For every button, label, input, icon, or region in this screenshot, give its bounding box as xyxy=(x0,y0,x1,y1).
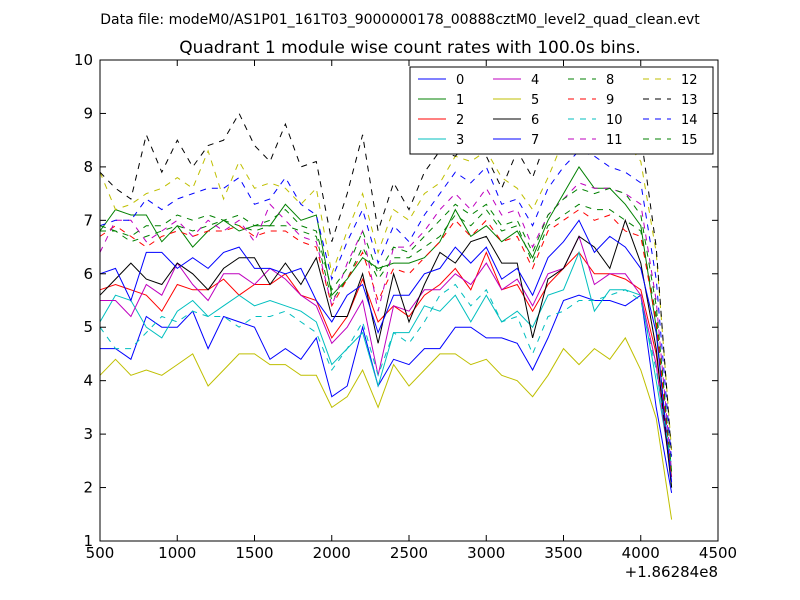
x-tick-label: 3500 xyxy=(544,544,582,562)
x-tick-label: 2500 xyxy=(390,544,428,562)
legend-label-10: 10 xyxy=(606,113,623,128)
x-tick-label: 4000 xyxy=(622,544,660,562)
y-tick-label: 5 xyxy=(83,318,93,336)
series-line-6 xyxy=(99,218,673,488)
legend-label-0: 0 xyxy=(456,73,464,88)
x-axis-offset-label: +1.86284e8 xyxy=(625,563,718,581)
y-tick-label: 8 xyxy=(83,158,93,176)
legend-label-13: 13 xyxy=(681,93,698,108)
series-line-15 xyxy=(99,187,673,472)
x-tick-label: 500 xyxy=(86,544,115,562)
series-line-8 xyxy=(100,203,673,477)
legend-label-15: 15 xyxy=(681,133,698,148)
legend-label-14: 14 xyxy=(681,113,698,128)
legend-label-9: 9 xyxy=(606,93,614,108)
data-file-label: Data file: modeM0/AS1P01_161T03_90000001… xyxy=(100,12,700,28)
y-tick-label: 3 xyxy=(83,425,93,443)
y-tick-label: 10 xyxy=(74,51,93,69)
series-line-3 xyxy=(99,250,673,472)
x-tick-label: 1500 xyxy=(235,544,273,562)
series-line-12 xyxy=(99,134,673,451)
legend-frame xyxy=(409,66,714,155)
y-tick-label: 4 xyxy=(83,372,93,390)
legend-label-6: 6 xyxy=(531,113,539,128)
y-tick-label: 9 xyxy=(83,104,93,122)
legend-label-2: 2 xyxy=(456,113,464,128)
axes-layer: 500 1000 1500 2000 2500 3000 3500 4000 450012345… xyxy=(74,51,737,562)
legend-label-8: 8 xyxy=(606,73,614,88)
series-line-1 xyxy=(99,165,673,488)
series-line-5 xyxy=(99,336,673,520)
legend-label-1: 1 xyxy=(456,93,464,108)
series-layer xyxy=(99,107,673,520)
y-tick-label: 6 xyxy=(83,265,93,283)
legend-label-4: 4 xyxy=(531,73,539,88)
legend-label-11: 11 xyxy=(606,133,623,148)
x-tick-label: 4500 xyxy=(699,544,737,562)
legend-label-7: 7 xyxy=(531,133,539,148)
series-line-0 xyxy=(100,294,673,493)
legend-label-12: 12 xyxy=(681,73,698,88)
x-tick-label: 2000 xyxy=(313,544,351,562)
y-tick-label: 7 xyxy=(83,211,93,229)
chart-title: Quadrant 1 module wise count rates with … xyxy=(179,38,640,58)
series-line-10 xyxy=(99,283,673,467)
series-line-7 xyxy=(99,219,673,483)
y-tick-label: 1 xyxy=(83,532,93,550)
series-line-9 xyxy=(99,208,673,477)
y-tick-label: 2 xyxy=(83,479,93,497)
x-tick-label: 3000 xyxy=(467,544,505,562)
legend-label-5: 5 xyxy=(531,93,539,108)
x-tick-label: 1000 xyxy=(158,544,196,562)
legend-label-3: 3 xyxy=(456,133,464,148)
